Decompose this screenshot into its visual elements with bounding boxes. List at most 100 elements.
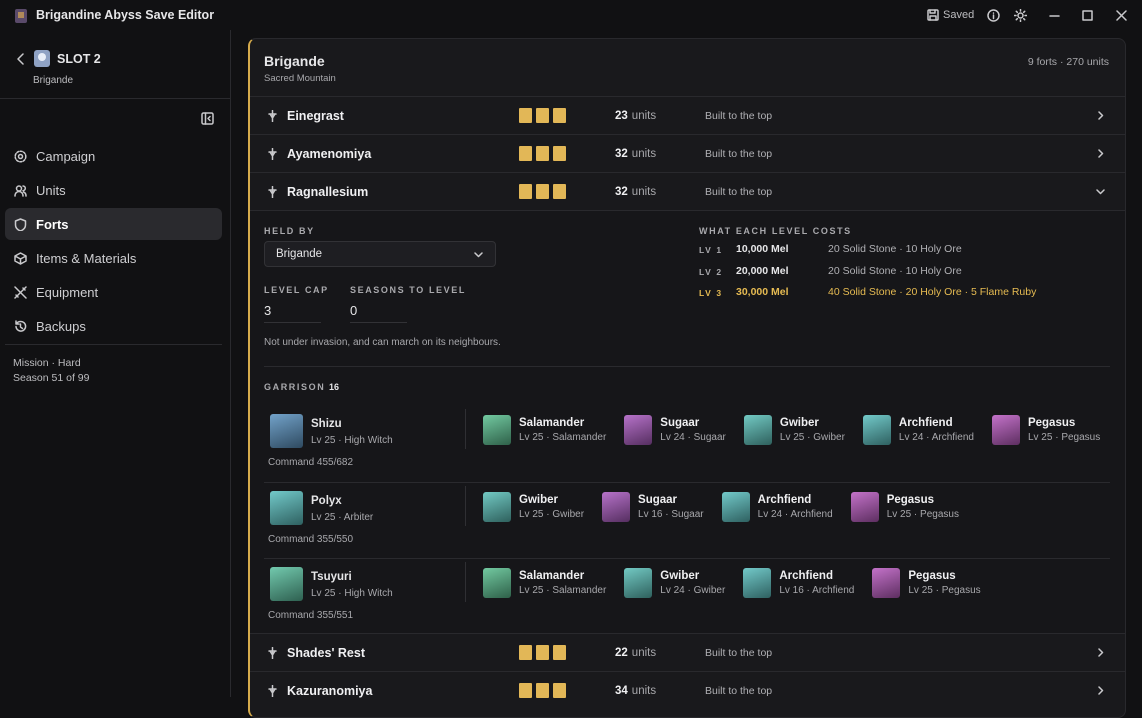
group-separator	[465, 409, 466, 449]
monster[interactable]: Pegasus Lv 25 · Pegasus	[850, 492, 959, 522]
monster-text: Salamander Lv 25 · Salamander	[519, 417, 606, 443]
portrait	[483, 415, 511, 445]
monster-text: Archfiend Lv 16 · Archfiend	[779, 570, 854, 596]
mission: Mission · Hard	[13, 357, 81, 369]
monster-info: Lv 25 · Pegasus	[886, 509, 959, 520]
nation-card: Brigande Sacred Mountain 9 forts · 270 u…	[248, 38, 1126, 718]
portrait	[624, 415, 653, 445]
leader[interactable]: Tsuyuri Lv 25 · High Witch	[270, 567, 393, 601]
monster[interactable]: Archfiend Lv 24 · Archfiend	[721, 492, 833, 522]
save-icon	[927, 9, 939, 21]
held-by-value: Brigande	[276, 248, 323, 260]
level-pip	[553, 184, 566, 199]
monster-name: Salamander	[519, 417, 585, 429]
monster-name: Archfiend	[757, 494, 812, 506]
nav-icon	[14, 251, 27, 265]
nav-icon	[15, 319, 27, 332]
nav-label: Units	[36, 182, 66, 198]
nav-label: Forts	[36, 216, 69, 232]
nav-item[interactable]: Units	[5, 174, 222, 206]
leader-name: Tsuyuri	[311, 571, 352, 583]
monster-text: Gwiber Lv 25 · Gwiber	[519, 494, 584, 520]
fort-details: HELD BY Brigande LEVEL CAP SEASONS TO LEVEL…	[250, 210, 1125, 633]
portrait	[602, 492, 631, 522]
costs-label: WHAT EACH LEVEL COSTS	[699, 226, 852, 236]
monster-text: Pegasus Lv 25 · Pegasus	[887, 494, 959, 520]
monster-text: Sugaar Lv 16 · Sugaar	[638, 494, 704, 520]
maximize-button[interactable]	[1082, 10, 1093, 21]
divider	[264, 366, 1110, 367]
fort-status: Built to the top	[705, 185, 773, 198]
held-by-select[interactable]: Brigande	[264, 241, 496, 267]
close-button[interactable]	[1116, 10, 1127, 21]
monster-info: Lv 25 · Gwiber	[519, 509, 585, 520]
unit-label: units	[631, 646, 657, 659]
cost-mel: 20,000 Mel	[736, 264, 789, 277]
monster[interactable]: Archfiend Lv 16 · Archfiend	[743, 568, 854, 598]
nav-label: Backups	[36, 318, 86, 334]
fort-row[interactable]: Shades' Rest 22 units Built to the top	[250, 633, 1125, 671]
monster-info: Lv 25 · Pegasus	[1027, 432, 1101, 443]
unit-number: 32	[615, 185, 628, 198]
level-pip	[553, 683, 566, 698]
monster[interactable]: Sugaar Lv 16 · Sugaar	[602, 492, 704, 522]
fort-status: Built to the top	[705, 109, 773, 122]
back-button[interactable]	[16, 53, 26, 65]
unit-label: units	[631, 147, 657, 160]
monster[interactable]: Gwiber Lv 25 · Gwiber	[743, 415, 845, 445]
unit-count: 34 units	[615, 685, 656, 697]
monster-name: Salamander	[519, 570, 585, 582]
leader[interactable]: Shizu Lv 25 · High Witch	[270, 414, 393, 448]
fort-row[interactable]: Ayamenomiya 32 units Built to the top	[250, 134, 1125, 172]
nav-item[interactable]: Backups	[5, 310, 222, 342]
expand-chevron	[1096, 648, 1105, 657]
level-pip	[519, 108, 532, 123]
minimize-button[interactable]	[1049, 10, 1060, 21]
leader[interactable]: Polyx Lv 25 · Arbiter	[270, 491, 373, 525]
monster-info: Lv 16 · Archfiend	[779, 585, 855, 596]
theme-button[interactable]	[1014, 9, 1027, 22]
leader-text: Shizu Lv 25 · High Witch	[311, 414, 393, 448]
level-pips	[519, 184, 566, 199]
fort-icon	[268, 185, 277, 198]
monster-name: Gwiber	[519, 494, 558, 506]
fort-row[interactable]: Ragnallesium 32 units Built to the top	[250, 172, 1125, 210]
expand-chevron	[1096, 686, 1105, 695]
portrait	[270, 491, 303, 525]
page: Save Editor { "app": {"title": "Brigandi…	[0, 8, 1127, 718]
monster[interactable]: Salamander Lv 25 · Salamander	[483, 568, 606, 598]
monster[interactable]: Pegasus Lv 25 · Pegasus	[991, 415, 1101, 445]
season: Season 51 of 99	[13, 372, 90, 384]
monster-text: Gwiber Lv 24 · Gwiber	[660, 570, 725, 596]
nav-item[interactable]: Items & Materials	[5, 242, 222, 274]
garrison-group: Tsuyuri Lv 25 · High Witch Command 355/551…	[264, 558, 1110, 634]
monster-info: Lv 24 · Sugaar	[660, 432, 726, 443]
fort-note: Not under invasion, and can march on its…	[264, 337, 501, 348]
monster[interactable]: Gwiber Lv 24 · Gwiber	[624, 568, 725, 598]
monster[interactable]: Sugaar Lv 24 · Sugaar	[624, 415, 726, 445]
nav-item[interactable]: Equipment	[5, 276, 222, 308]
nav-item[interactable]: Forts	[5, 208, 222, 240]
portrait	[721, 492, 750, 522]
level-pip	[536, 146, 549, 161]
monster-info: Lv 25 · Salamander	[519, 432, 607, 443]
collapse-button[interactable]	[201, 112, 214, 125]
info-button[interactable]	[987, 9, 1000, 22]
nav-item[interactable]: Campaign	[5, 140, 222, 172]
cost-level: LV 3	[699, 288, 723, 298]
monster[interactable]: Salamander Lv 25 · Salamander	[483, 415, 606, 445]
monster[interactable]: Gwiber Lv 25 · Gwiber	[483, 492, 584, 522]
level-pip	[519, 184, 532, 199]
leader-info: Lv 25 · High Witch	[311, 588, 393, 599]
group-separator	[465, 486, 466, 526]
monster-name: Gwiber	[779, 417, 819, 429]
fort-row[interactable]: Einegrast 23 units Built to the top	[250, 96, 1125, 134]
seasons-input[interactable]: 0	[350, 303, 407, 323]
monster[interactable]: Archfiend Lv 24 · Archfiend	[862, 415, 974, 445]
garrison-label: GARRISON	[264, 382, 326, 392]
monster-name: Sugaar	[638, 494, 678, 506]
level-cap-input[interactable]: 3	[264, 303, 321, 323]
fort-row[interactable]: Kazuranomiya 34 units Built to the top	[250, 671, 1125, 709]
monster[interactable]: Pegasus Lv 25 · Pegasus	[872, 568, 981, 598]
fort-list: Einegrast 23 units Built to the top Ayamenom…	[250, 96, 1125, 709]
